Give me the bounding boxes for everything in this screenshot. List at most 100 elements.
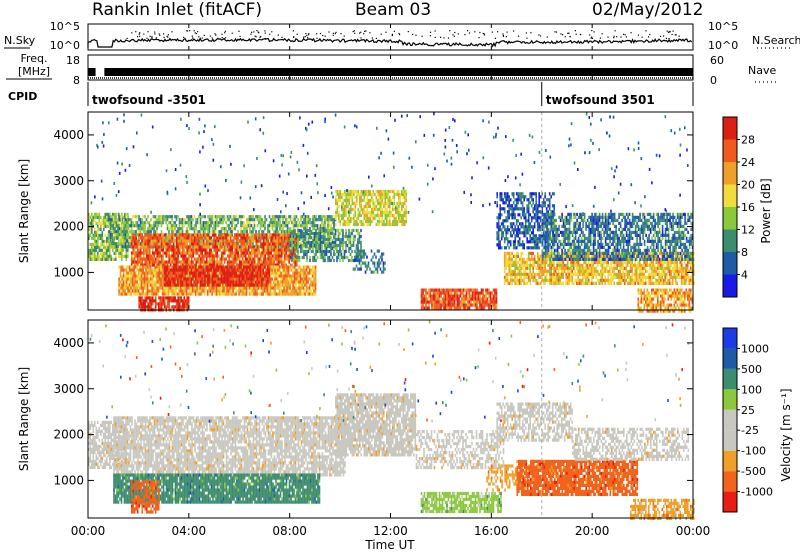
power-cell	[291, 255, 293, 260]
power-cell	[288, 260, 290, 264]
power-cell	[216, 254, 218, 258]
power-cell	[290, 292, 293, 296]
power-cell	[341, 201, 343, 206]
power-cell	[314, 286, 317, 290]
power-cell	[283, 236, 286, 240]
power-cell	[262, 289, 264, 293]
power-cell	[277, 283, 279, 287]
power-cell	[196, 230, 199, 234]
power-cell	[268, 289, 270, 293]
power-cell	[261, 271, 263, 275]
power-cell	[292, 230, 295, 234]
power-cell	[262, 268, 265, 272]
nsearch-point	[214, 33, 216, 35]
power-cell	[324, 246, 326, 251]
power-cell	[97, 212, 99, 216]
power-cell	[168, 257, 170, 261]
power-cell	[306, 245, 308, 249]
power-cell	[142, 277, 144, 281]
power-cell	[199, 215, 202, 219]
nsearch-point	[447, 37, 450, 39]
power-cell	[220, 277, 223, 281]
power-cell	[223, 245, 226, 249]
power-cell	[240, 251, 242, 255]
power-cell	[247, 221, 250, 225]
power-cell	[94, 218, 96, 222]
nsky-line	[87, 37, 693, 48]
power-cell	[154, 230, 157, 234]
power-cell	[271, 224, 274, 228]
power-cell	[255, 280, 257, 284]
power-cell	[213, 224, 215, 228]
power-cell	[154, 289, 156, 293]
nsearch-point	[601, 33, 603, 35]
power-cell	[336, 198, 339, 203]
power-cell	[201, 248, 203, 252]
power-cell	[177, 296, 179, 300]
power-cell	[318, 234, 320, 239]
power-cell	[121, 218, 124, 222]
power-cell	[265, 263, 268, 267]
power-cell	[333, 249, 335, 254]
power-cell	[158, 274, 161, 278]
power-cell	[344, 213, 346, 218]
power-cell	[252, 260, 254, 264]
power-cell	[119, 265, 122, 269]
power-cell	[167, 289, 170, 293]
power-cell	[137, 277, 140, 281]
power-cell	[115, 248, 117, 252]
power-cell	[243, 280, 245, 284]
power-cell	[117, 221, 119, 225]
power-cell	[284, 292, 287, 296]
power-cell	[157, 292, 159, 296]
power-cell	[165, 271, 167, 275]
power-cell	[97, 221, 99, 225]
power-cell	[276, 248, 278, 252]
date-title: 02/May/2012	[592, 0, 704, 20]
nsearch-point	[589, 34, 591, 36]
power-cell	[129, 218, 131, 222]
power-cell	[220, 292, 222, 296]
power-cell	[107, 257, 110, 261]
power-cell	[152, 268, 155, 272]
power-cell	[313, 224, 316, 228]
power-cell	[324, 240, 326, 245]
power-cell	[177, 265, 179, 269]
power-cell	[358, 237, 361, 242]
power-cell	[283, 274, 285, 278]
power-cell	[187, 274, 189, 278]
power-cell	[204, 227, 206, 231]
power-cell	[166, 242, 169, 246]
power-cell	[183, 260, 185, 264]
power-cell	[122, 215, 125, 219]
power-cell	[328, 255, 331, 260]
power-cell	[262, 286, 264, 290]
power-cell	[255, 230, 257, 234]
power-cell	[145, 268, 147, 272]
power-cell	[312, 218, 314, 222]
power-cell	[313, 258, 316, 263]
power-cell	[294, 239, 296, 243]
power-cell	[198, 277, 200, 281]
power-cell	[319, 246, 322, 251]
power-cell	[234, 242, 236, 246]
power-cell	[307, 265, 309, 269]
power-cell	[196, 251, 199, 255]
power-cell	[229, 251, 232, 255]
power-cell	[227, 289, 230, 293]
power-cell	[247, 236, 250, 240]
power-cell	[328, 228, 331, 233]
power-cell	[168, 221, 170, 225]
nsearch-point	[567, 32, 569, 34]
power-cell	[256, 251, 259, 255]
power-cell	[351, 258, 353, 263]
power-cell	[215, 292, 218, 296]
power-cell	[201, 257, 203, 261]
power-cell	[121, 242, 123, 246]
power-cell	[154, 257, 157, 261]
power-cell	[282, 245, 284, 249]
nsearch-point	[482, 32, 484, 35]
power-cell	[344, 210, 346, 215]
power-cell	[132, 242, 134, 246]
power-cell	[313, 218, 316, 222]
